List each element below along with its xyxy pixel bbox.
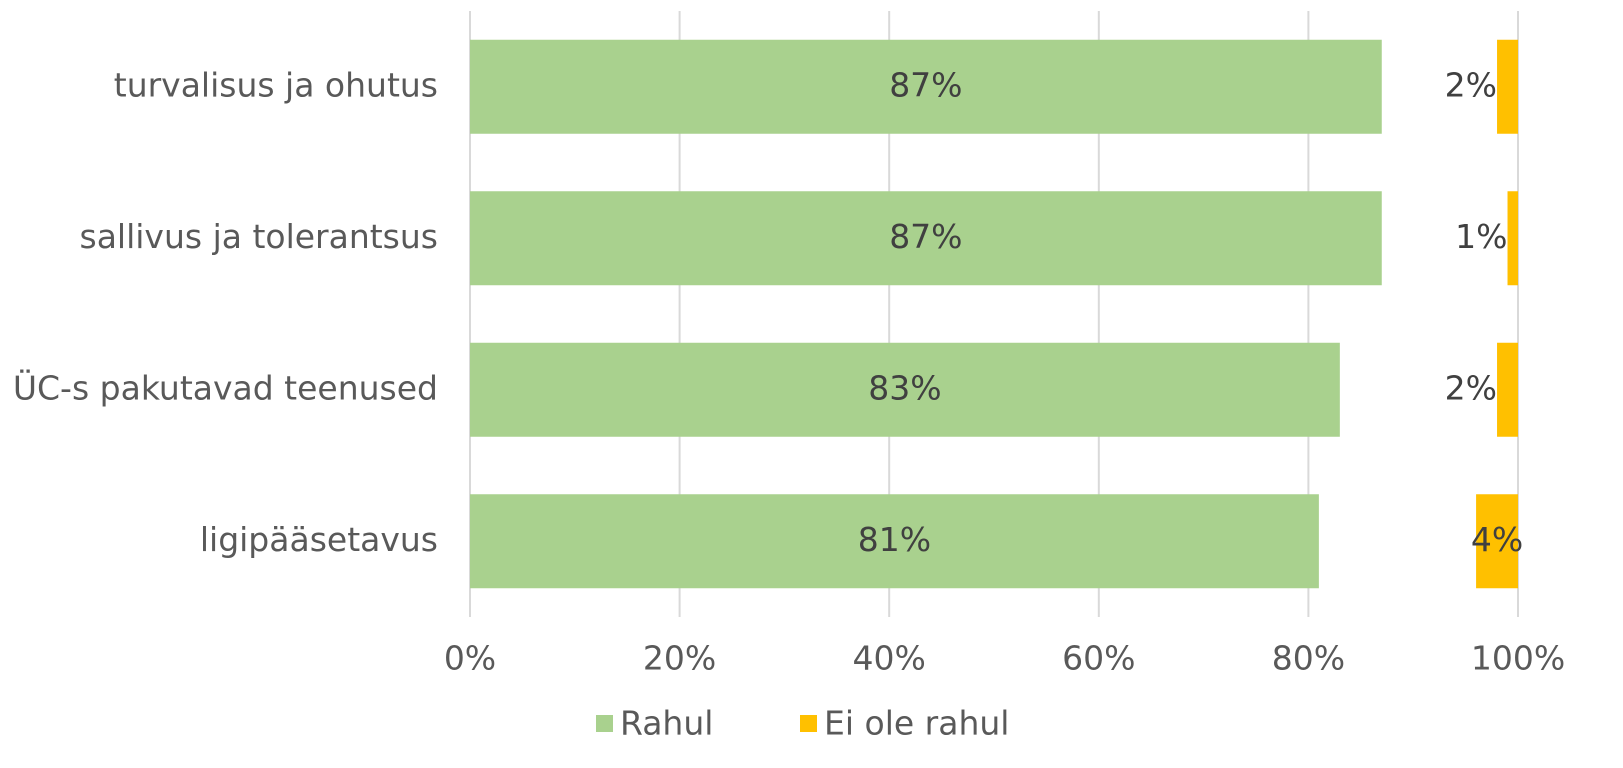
data-label: 2% bbox=[1445, 368, 1497, 407]
bar bbox=[470, 191, 1382, 286]
bar bbox=[470, 39, 1382, 134]
bar bbox=[1476, 494, 1518, 589]
data-label: 4% bbox=[1471, 520, 1523, 559]
legend-swatch bbox=[800, 715, 817, 732]
legend-label: Rahul bbox=[620, 704, 713, 743]
y-tick-label: turvalisus ja ohutus bbox=[114, 65, 438, 104]
data-label: 83% bbox=[868, 368, 941, 407]
data-label: 81% bbox=[858, 520, 931, 559]
bar bbox=[470, 494, 1319, 589]
x-tick-label: 20% bbox=[643, 639, 716, 678]
y-tick-label: sallivus ja tolerantsus bbox=[80, 217, 438, 256]
bar bbox=[470, 342, 1340, 437]
data-label: 87% bbox=[889, 65, 962, 104]
legend-label: Ei ole rahul bbox=[824, 704, 1009, 743]
x-tick-label: 80% bbox=[1272, 639, 1345, 678]
y-tick-label: ligipääsetavus bbox=[200, 520, 438, 559]
data-label: 2% bbox=[1445, 65, 1497, 104]
bar bbox=[1497, 342, 1518, 437]
data-label: 1% bbox=[1455, 217, 1507, 256]
x-tick-label: 100% bbox=[1471, 639, 1565, 678]
data-label: 87% bbox=[889, 217, 962, 256]
x-tick-label: 40% bbox=[853, 639, 926, 678]
x-tick-label: 60% bbox=[1062, 639, 1135, 678]
legend-swatch bbox=[596, 715, 613, 732]
x-tick-label: 0% bbox=[444, 639, 496, 678]
bar bbox=[1507, 191, 1518, 286]
bar bbox=[1497, 39, 1518, 134]
y-tick-label: ÜC-s pakutavad teenused bbox=[13, 367, 438, 407]
